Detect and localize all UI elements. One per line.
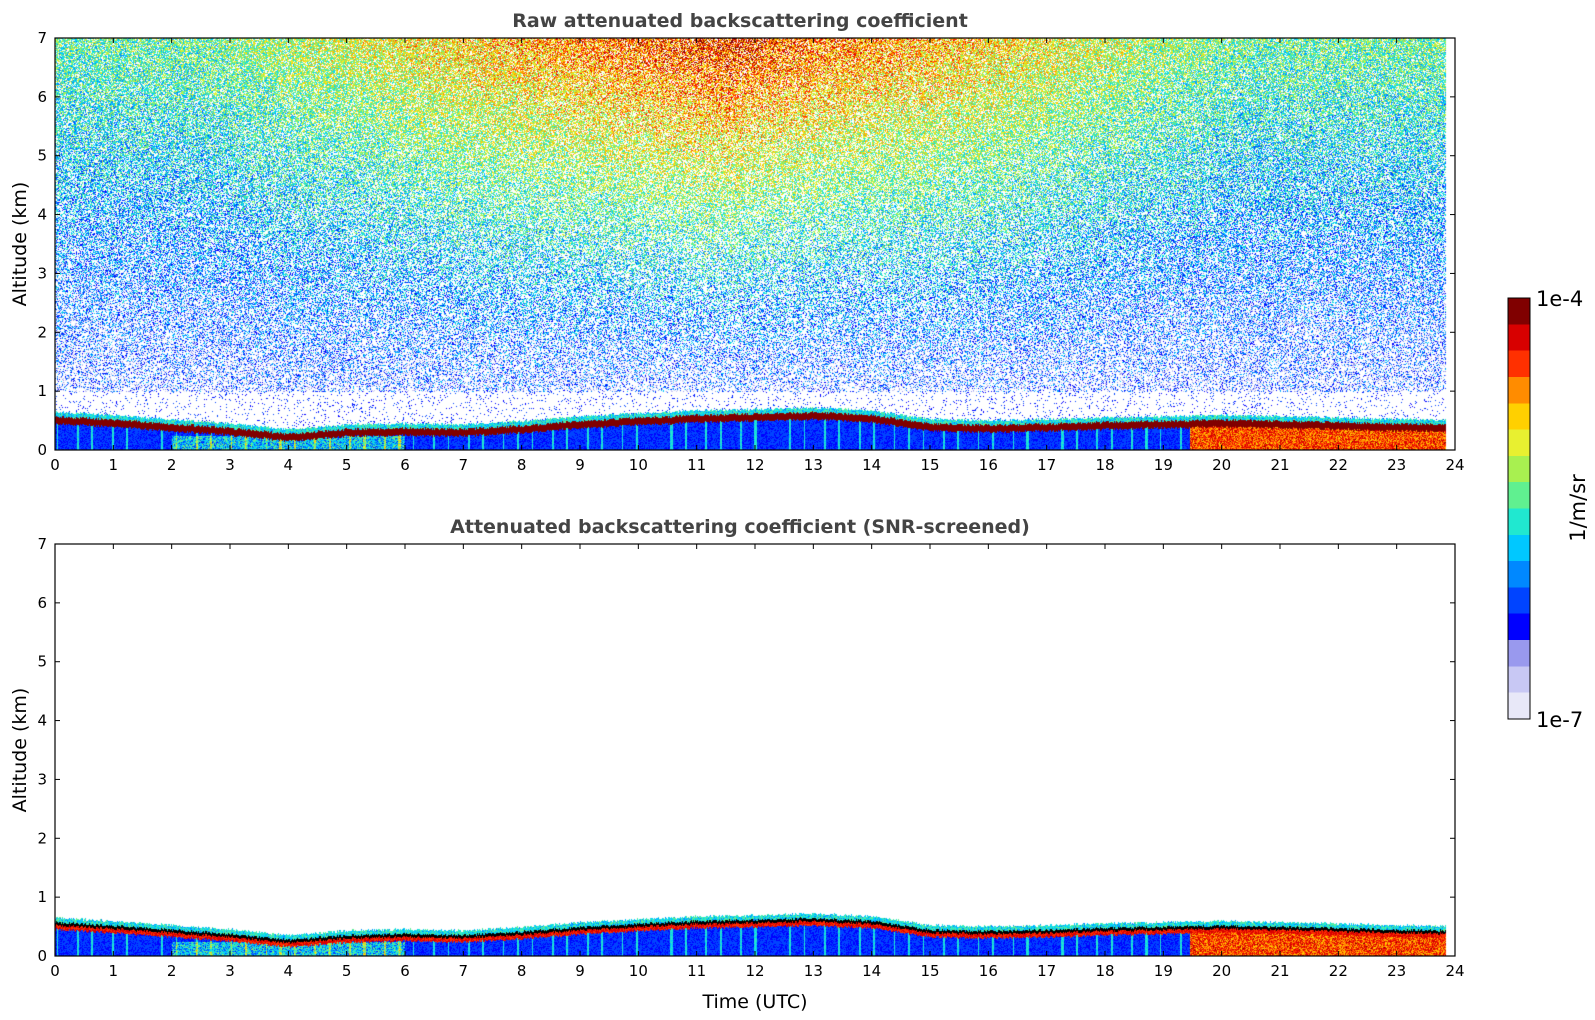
x-tick-label: 13	[804, 456, 823, 474]
x-tick-label: 1	[109, 962, 119, 980]
x-tick-label: 10	[629, 456, 648, 474]
x-tick-label: 5	[342, 456, 352, 474]
x-tick-label: 4	[284, 962, 294, 980]
colorbar-min-label: 1e-7	[1536, 708, 1583, 732]
x-tick-label: 24	[1445, 962, 1464, 980]
y-tick-label: 0	[37, 947, 47, 965]
y-tick-label: 7	[37, 535, 47, 553]
y-tick-label: 5	[37, 653, 47, 671]
x-tick-label: 12	[745, 962, 764, 980]
x-tick-label: 23	[1387, 456, 1406, 474]
x-tick-label: 21	[1270, 962, 1289, 980]
raw-x-ticks: 0 1 2 3 4 5 6 7 8 9 10 11 12 13 14 15 16 17 18 19 20 21 22 23 24	[50, 38, 1465, 474]
x-tick-label: 14	[862, 962, 881, 980]
x-tick-label: 3	[225, 962, 235, 980]
x-tick-label: 10	[629, 962, 648, 980]
raw-panel-title: Raw attenuated backscattering coefficien…	[512, 10, 968, 32]
x-axis-label: Time (UTC)	[701, 991, 807, 1013]
y-tick-label: 1	[37, 888, 47, 906]
y-tick-label: 4	[37, 206, 47, 224]
x-tick-label: 7	[459, 962, 469, 980]
x-tick-label: 11	[687, 456, 706, 474]
x-tick-label: 21	[1270, 456, 1289, 474]
colorbar-max-label: 1e-4	[1536, 287, 1583, 311]
snr-y-ticks: 0 1 2 3 4 5 6 7	[37, 535, 1455, 965]
y-tick-label: 4	[37, 712, 47, 730]
colorbar-unit-label: 1/m/sr	[1566, 474, 1590, 542]
x-tick-label: 2	[167, 962, 177, 980]
x-tick-label: 20	[1212, 456, 1231, 474]
x-tick-label: 17	[1037, 456, 1056, 474]
x-tick-label: 0	[50, 962, 60, 980]
x-tick-label: 9	[575, 456, 585, 474]
raw-backscatter-panel: Raw attenuated backscattering coefficien…	[9, 10, 1465, 474]
x-tick-label: 20	[1212, 962, 1231, 980]
x-tick-label: 19	[1154, 962, 1173, 980]
x-tick-label: 16	[979, 962, 998, 980]
x-tick-label: 3	[225, 456, 235, 474]
snr-screened-panel: Attenuated backscattering coefficient (S…	[9, 516, 1465, 1013]
raw-y-ticks: 0 1 2 3 4 5 6 7	[37, 29, 1455, 459]
y-tick-label: 6	[37, 594, 47, 612]
y-tick-label: 0	[37, 441, 47, 459]
y-tick-label: 3	[37, 770, 47, 788]
y-tick-label: 1	[37, 382, 47, 400]
y-tick-label: 7	[37, 29, 47, 47]
x-tick-label: 18	[1095, 962, 1114, 980]
x-tick-label: 18	[1095, 456, 1114, 474]
y-tick-label: 5	[37, 147, 47, 165]
x-tick-label: 6	[400, 962, 410, 980]
snr-x-ticks: 0 1 2 3 4 5 6 7 8 9 10 11 12 13 14 15 16 17 18 19 20 21 22 23 24	[50, 544, 1465, 980]
x-tick-label: 8	[517, 962, 527, 980]
colorbar-gradient	[1507, 297, 1531, 720]
x-tick-label: 24	[1445, 456, 1464, 474]
raw-heatmap-area	[55, 38, 1455, 450]
x-tick-label: 22	[1329, 962, 1348, 980]
x-tick-label: 12	[745, 456, 764, 474]
x-tick-label: 2	[167, 456, 177, 474]
x-tick-label: 6	[400, 456, 410, 474]
raw-y-axis-label: Altitude (km)	[9, 182, 31, 307]
x-tick-label: 17	[1037, 962, 1056, 980]
x-tick-label: 15	[920, 962, 939, 980]
y-tick-label: 3	[37, 264, 47, 282]
x-tick-label: 14	[862, 456, 881, 474]
x-tick-label: 9	[575, 962, 585, 980]
snr-panel-title: Attenuated backscattering coefficient (S…	[450, 516, 1030, 538]
x-tick-label: 23	[1387, 962, 1406, 980]
x-tick-label: 19	[1154, 456, 1173, 474]
x-tick-label: 0	[50, 456, 60, 474]
y-tick-label: 2	[37, 829, 47, 847]
y-tick-label: 2	[37, 323, 47, 341]
y-tick-label: 6	[37, 88, 47, 106]
x-tick-label: 1	[109, 456, 119, 474]
x-tick-label: 8	[517, 456, 527, 474]
x-tick-label: 5	[342, 962, 352, 980]
snr-heatmap-area	[55, 544, 1455, 956]
x-tick-label: 4	[284, 456, 294, 474]
x-tick-label: 7	[459, 456, 469, 474]
x-tick-label: 16	[979, 456, 998, 474]
x-tick-label: 15	[920, 456, 939, 474]
snr-y-axis-label: Altitude (km)	[9, 688, 31, 813]
colorbar: 1e-4 1e-7 1/m/sr	[1507, 287, 1590, 732]
x-tick-label: 11	[687, 962, 706, 980]
x-tick-label: 13	[804, 962, 823, 980]
x-tick-label: 22	[1329, 456, 1348, 474]
